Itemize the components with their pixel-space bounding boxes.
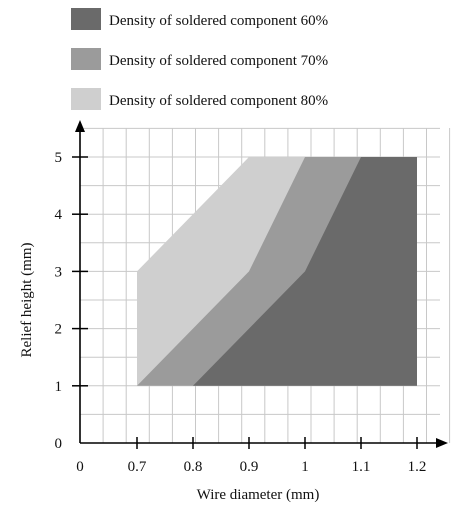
- legend-swatch: [71, 8, 101, 30]
- legend-label: Density of soldered component 70%: [109, 53, 328, 69]
- x-tick-label: 1.2: [408, 459, 427, 475]
- area-region: [193, 157, 417, 386]
- y-tick-label: 3: [55, 264, 63, 280]
- y-axis-title: Relief height (mm): [19, 243, 35, 358]
- ticks: 0 1 2 3 4 5 0 0.7 0.8 0.9 1 1.1 1.2: [55, 150, 427, 475]
- y-axis-arrow: [75, 120, 85, 132]
- legend: Density of soldered component 60% Density…: [71, 8, 328, 110]
- legend-label: Density of soldered component 60%: [109, 13, 328, 29]
- axes: [75, 120, 448, 448]
- y-tick-label: 2: [55, 322, 63, 338]
- legend-swatch: [71, 88, 101, 110]
- x-tick-label: 0: [76, 459, 84, 475]
- x-tick-label: 1: [301, 459, 309, 475]
- x-axis-arrow: [436, 438, 448, 448]
- x-tick-label: 0.7: [128, 459, 147, 475]
- y-tick-label: 1: [55, 379, 63, 395]
- areas: [137, 157, 417, 386]
- x-tick-label: 0.8: [184, 459, 203, 475]
- x-tick-label: 0.9: [240, 459, 259, 475]
- x-axis-title: Wire diameter (mm): [197, 487, 320, 503]
- y-tick-label: 4: [55, 207, 63, 223]
- legend-label: Density of soldered component 80%: [109, 93, 328, 109]
- legend-swatch: [71, 48, 101, 70]
- y-tick-label: 5: [55, 150, 63, 166]
- y-tick-label: 0: [55, 436, 63, 452]
- x-tick-label: 1.1: [352, 459, 371, 475]
